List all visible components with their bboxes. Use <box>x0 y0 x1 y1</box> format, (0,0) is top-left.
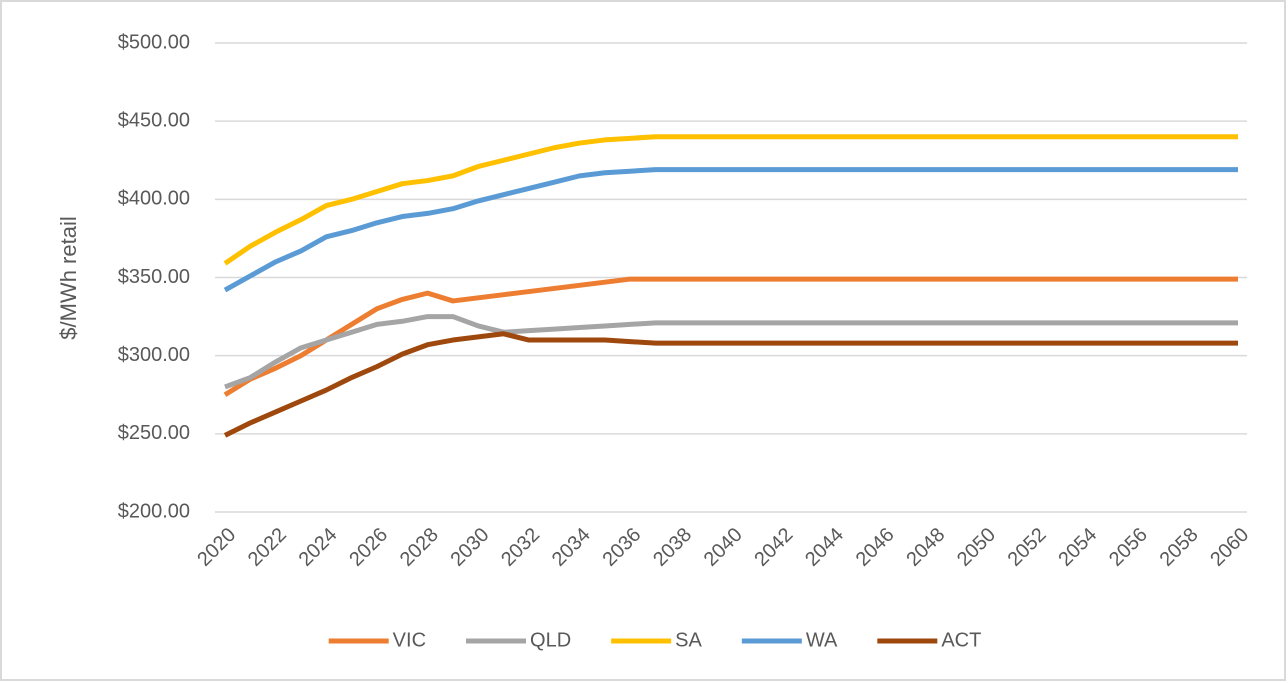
y-tick-label: $300.00 <box>118 344 190 366</box>
legend-label: SA <box>675 629 702 651</box>
legend-label: WA <box>806 629 838 651</box>
legend-label: VIC <box>393 629 426 651</box>
y-tick-label: $450.00 <box>118 109 190 131</box>
y-axis-label: $/MWh retail <box>56 216 81 339</box>
y-tick-label: $350.00 <box>118 266 190 288</box>
series-line <box>223 134 1238 266</box>
y-tick-label: $400.00 <box>118 188 190 210</box>
y-tick-label: $200.00 <box>118 500 190 522</box>
y-tick-label: $250.00 <box>118 422 190 444</box>
legend-label: QLD <box>530 629 571 651</box>
series-line <box>223 167 1238 293</box>
series-line <box>223 276 1238 397</box>
legend-label: ACT <box>941 629 981 651</box>
y-tick-label: $500.00 <box>118 31 190 53</box>
series-line <box>223 331 1238 438</box>
series-line <box>224 314 1238 390</box>
